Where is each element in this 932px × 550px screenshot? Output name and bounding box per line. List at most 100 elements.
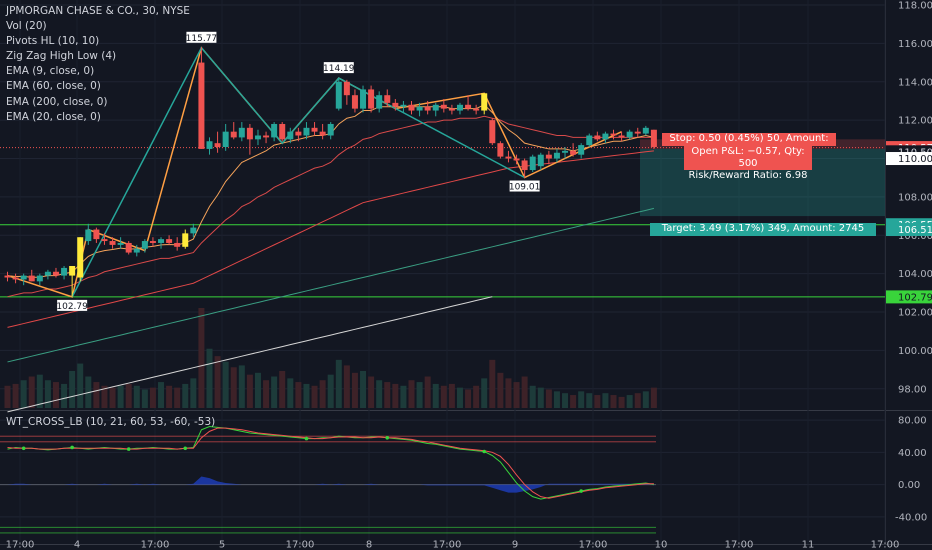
candle [537,152,544,171]
ema-200-line [7,207,655,363]
time-tick-label: 8 [366,539,372,550]
candle-body [497,143,504,157]
ratio-text: Risk/Reward Ratio: 6.98 [688,170,808,181]
price-tick-label: 114.00 [898,77,932,88]
time-tick-label: 17:00 [141,539,170,550]
candle-body [400,104,407,107]
price-tick-label: 116.00 [898,39,932,50]
volume-bar [69,370,76,408]
candle-body [553,152,560,159]
candle [246,123,253,155]
candle-body [570,150,577,155]
legend-item-ema-9[interactable]: EMA (9, close, 0) [6,65,95,78]
legend-item-ema-60[interactable]: EMA (60, close, 0) [6,80,101,93]
candle-body [166,239,173,243]
volume-bar [376,380,383,408]
volume-bar [602,393,609,408]
candle-body [28,275,35,282]
candle-body [214,143,221,148]
pnl-box[interactable]: Open P&L: −0.57, Qty: 500 Risk/Reward Ra… [684,146,812,181]
ema-20-line [7,115,654,298]
candle [85,223,92,245]
osc-tick-label: 80.00 [898,416,927,427]
volume-bar [545,389,552,408]
volume-bar [230,367,237,408]
volume-bar [101,385,108,408]
time-tick-label: 17:00 [725,539,754,550]
candle [4,271,11,282]
candle-body [408,104,415,111]
candle [529,154,536,172]
candle [513,154,520,165]
volume-bar [61,383,68,408]
candle-body [343,81,350,96]
volume-bar [93,382,100,408]
legend-item-pivots[interactable]: Pivots HL (10, 10) [6,35,100,48]
oscillator-label[interactable]: WT_CROSS_LB (10, 21, 60, 53, -60, -53) [6,416,216,428]
zigzag-label-bg [57,299,88,311]
price-tick-label: 108.00 [898,192,932,203]
candle [545,150,552,165]
candle [141,239,148,253]
candle [408,100,415,115]
volume-bar [149,387,156,408]
candle-body [529,156,536,171]
price-axis-badge: 106.51 [886,223,932,237]
candle [489,118,496,146]
volume-bar [109,387,116,408]
legend-item-ema-200[interactable]: EMA (200, close, 0) [6,95,108,108]
volume-bar [521,376,528,408]
volume-bar [448,383,455,408]
time-tick-label: 17:00 [6,539,35,550]
candle [594,131,601,142]
candle-body [263,135,270,138]
osc-cross-dot [482,449,487,454]
zigzag-label-text: 114.19 [323,64,355,74]
legend-item-zigzag[interactable]: Zig Zag High Low (4) [6,50,117,63]
candle [238,122,245,142]
volume-bar [287,378,294,408]
candle-body [149,241,156,243]
candle [440,99,447,113]
volume-bar [174,387,181,408]
volume-bar [198,308,205,408]
zigzag-label-bg [323,62,354,74]
candle-body [456,104,463,111]
stop-box[interactable]: Stop: 0.50 (0.45%) 50, Amount: 750 [662,133,836,156]
candle-body [101,239,108,242]
candle [473,104,480,115]
volume-bar [513,382,520,408]
candle-body [69,265,76,276]
candle-body [117,242,124,245]
candle [254,129,261,146]
candle-body [384,95,391,103]
candle [101,233,108,245]
candle-body [594,135,601,140]
volume-bar [4,385,11,408]
candle-body [537,154,544,167]
candle-body [489,120,496,144]
candle [626,129,633,140]
volume-bar [52,382,59,408]
candle [52,267,59,278]
osc-line-wt2 [7,427,654,499]
volume-bar [570,395,577,408]
volume-bar [473,385,480,408]
price-tick-label: 100.00 [898,346,932,357]
volume-bar [440,385,447,408]
target-box[interactable]: Target: 3.49 (3.17%) 349, Amount: 2745 [650,223,876,236]
candle [263,131,270,144]
volume-bar [594,395,601,408]
pnl-text: Open P&L: −0.57, Qty: 500 [691,146,805,169]
candle [392,99,399,111]
candle [214,131,221,153]
candle [166,235,173,245]
ema-60-line [7,150,654,328]
candle-body [351,95,358,109]
candle [12,273,19,284]
candle [351,89,358,113]
legend-item-ema-20[interactable]: EMA (20, close, 0) [6,110,101,123]
legend-item-vol[interactable]: Vol (20) [6,20,47,33]
